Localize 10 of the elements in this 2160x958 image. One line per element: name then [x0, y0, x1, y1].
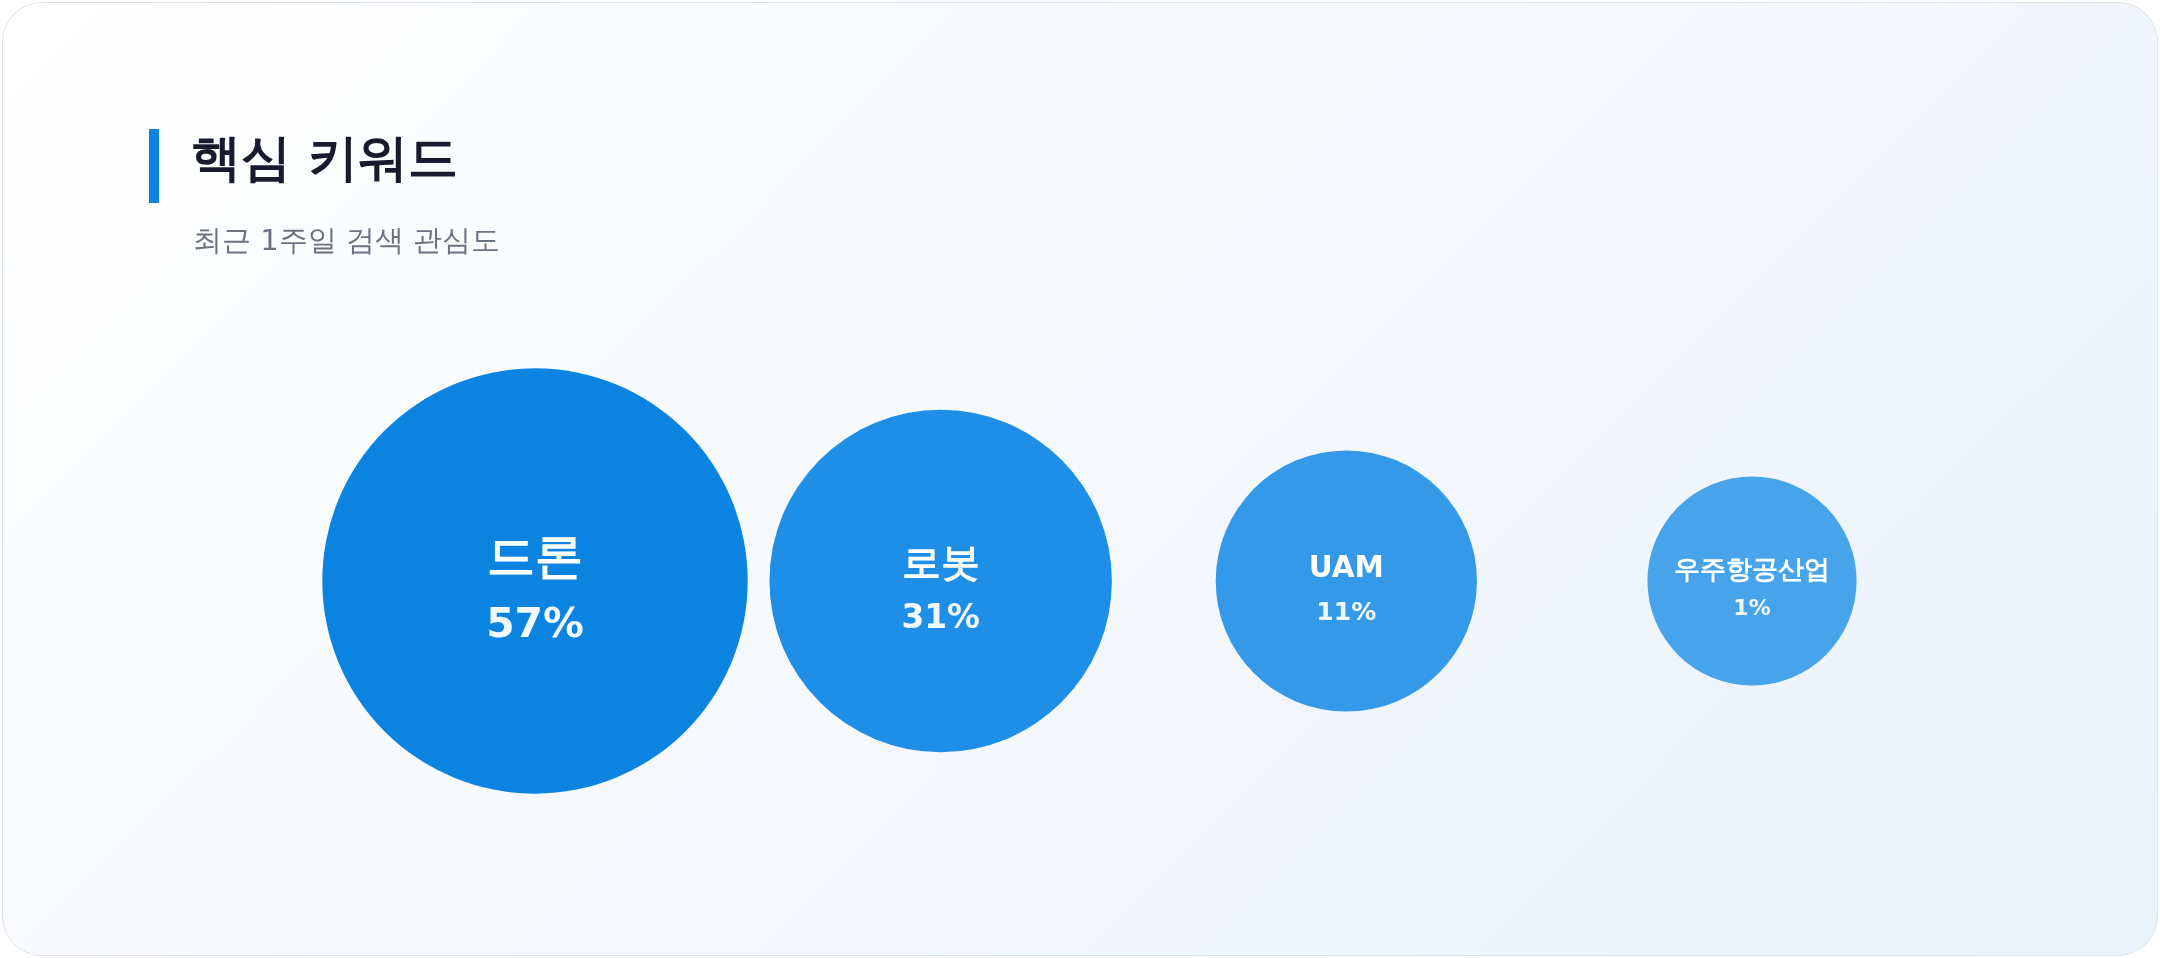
data-label: 31% [901, 598, 980, 637]
text: 핵심 키워드 [191, 128, 459, 189]
data-label: 11% [1316, 596, 1377, 626]
category-label: 드론 [487, 528, 583, 585]
category-label: UAM [1308, 549, 1384, 584]
data-label: 57% [486, 598, 584, 647]
category-label: 우주항공산업 [1674, 554, 1830, 585]
data-label: 1% [1733, 594, 1771, 620]
category-label: 로봇 [901, 539, 980, 585]
text: 최근 1주일 검색 관심도 [193, 222, 501, 259]
